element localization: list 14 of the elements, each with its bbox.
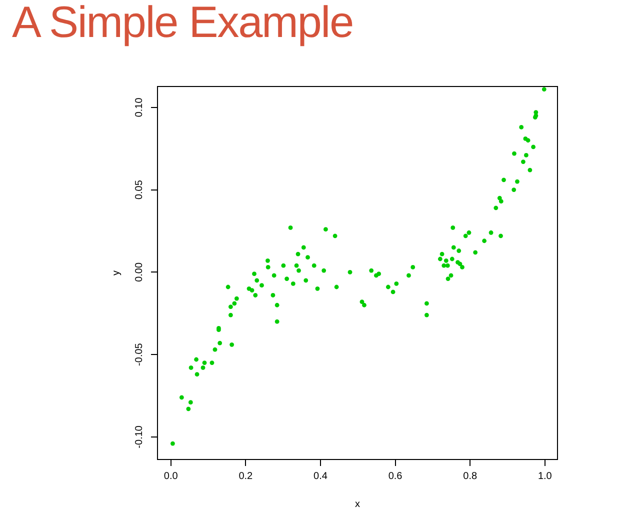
x-tick-label: 1.0	[538, 470, 552, 482]
y-tick-label: -0.05	[134, 342, 145, 366]
y-tick-label: 0.00	[134, 262, 145, 282]
y-tick-label: 0.05	[134, 180, 145, 200]
y-axis-title: y	[110, 270, 122, 276]
x-tick-label: 0.8	[463, 470, 478, 482]
x-tick-label: 0.0	[164, 470, 178, 482]
x-tick-label: 0.6	[388, 470, 403, 482]
x-axis-title: x	[355, 498, 360, 510]
y-tick-label: 0.10	[134, 97, 145, 118]
chart-title: A Simple Example	[12, 0, 354, 48]
x-tick-label: 0.2	[238, 470, 254, 482]
y-tick-label: -0.10	[134, 425, 145, 448]
x-tick-label: 0.4	[314, 470, 328, 482]
